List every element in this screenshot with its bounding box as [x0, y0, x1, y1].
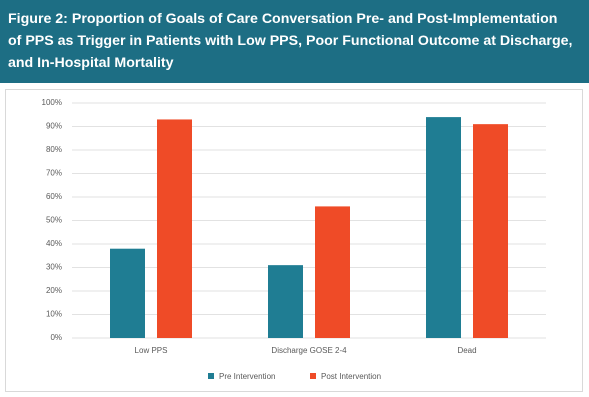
chart-title: and In-Hospital Mortality — [8, 55, 174, 71]
bar — [315, 206, 350, 338]
x-tick-label: Dead — [457, 346, 476, 355]
y-tick-label: 30% — [46, 263, 62, 272]
legend-label: Pre Intervention — [219, 372, 275, 381]
chart-title: Figure 2: Proportion of Goals of Care Co… — [8, 11, 558, 27]
bar — [110, 248, 145, 338]
y-tick-label: 60% — [46, 192, 62, 201]
y-tick-label: 0% — [50, 333, 62, 342]
chart-title: of PPS as Trigger in Patients with Low P… — [8, 33, 573, 49]
chart-frame — [5, 89, 583, 392]
legend-swatch — [208, 373, 214, 379]
legend-swatch — [310, 373, 316, 379]
bar — [473, 124, 508, 339]
y-tick-label: 80% — [46, 145, 62, 154]
y-tick-label: 90% — [46, 122, 62, 131]
y-tick-label: 40% — [46, 239, 62, 248]
legend-label: Post Intervention — [321, 372, 381, 381]
y-tick-label: 10% — [46, 310, 62, 319]
x-tick-label: Low PPS — [135, 346, 168, 355]
y-tick-label: 20% — [46, 286, 62, 295]
y-tick-label: 50% — [46, 216, 62, 225]
title-banner: Figure 2: Proportion of Goals of Care Co… — [0, 0, 589, 83]
x-tick-label: Discharge GOSE 2-4 — [271, 346, 347, 355]
y-tick-label: 70% — [46, 169, 62, 178]
bar — [268, 265, 303, 338]
y-tick-label: 100% — [42, 98, 62, 107]
bar — [426, 117, 461, 338]
bar — [157, 119, 192, 338]
